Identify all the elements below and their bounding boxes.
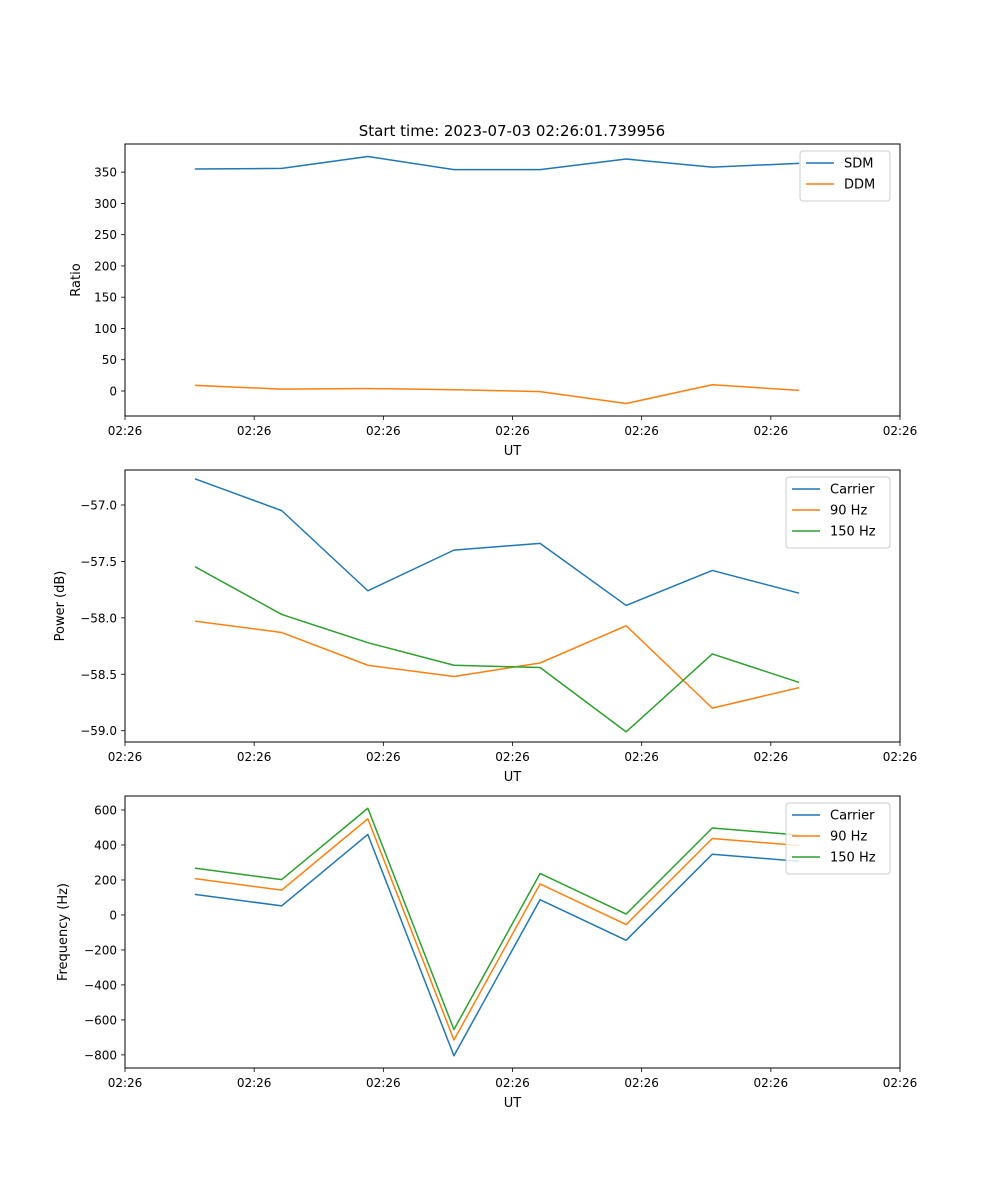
legend: Carrier 90 Hz 150 Hz xyxy=(785,476,891,549)
y-tick-label: 0 xyxy=(109,908,117,922)
x-tick-label: 02:26 xyxy=(883,750,918,764)
y-tick-label: 100 xyxy=(94,322,117,336)
series-line-sdm xyxy=(194,155,800,171)
y-tick-label: 250 xyxy=(94,228,117,242)
y-tick-label: −600 xyxy=(84,1013,117,1027)
x-tick-label: 02:26 xyxy=(754,424,789,438)
y-axis-label: Frequency (Hz) xyxy=(56,883,71,981)
y-tick-label: −58.0 xyxy=(80,611,117,625)
y-tick-label: 600 xyxy=(94,803,117,817)
x-axis-label: UT xyxy=(504,770,522,785)
y-tick-label: 200 xyxy=(94,873,117,887)
x-tick-label: 02:26 xyxy=(237,424,272,438)
x-tick-label: 02:26 xyxy=(366,424,401,438)
y-tick-label: 200 xyxy=(94,259,117,273)
y-tick-label: 50 xyxy=(102,353,117,367)
y-tick-label: −57.5 xyxy=(80,555,117,569)
x-tick-label: 02:26 xyxy=(237,1076,272,1090)
y-tick-label: 350 xyxy=(94,166,117,180)
y-tick-label: 150 xyxy=(94,291,117,305)
legend: Carrier 90 Hz 150 Hz xyxy=(785,802,891,875)
x-tick-label: 02:26 xyxy=(624,1076,659,1090)
legend-label: Carrier xyxy=(830,809,875,824)
x-tick-label: 02:26 xyxy=(754,1076,789,1090)
legend-label: 150 Hz xyxy=(830,851,876,866)
legend-label: 90 Hz xyxy=(830,830,867,845)
x-tick-label: 02:26 xyxy=(108,1076,143,1090)
chart-panel-3: 02:26 02:26 02:26 02:26 02:26 02:26 02:26 −800 −… xyxy=(56,795,918,1111)
y-tick-label: −57.0 xyxy=(80,498,117,512)
series-line-ddm xyxy=(194,383,800,405)
y-tick-label: 300 xyxy=(94,197,117,211)
x-axis-label: UT xyxy=(504,444,522,459)
legend: SDM DDM xyxy=(799,150,891,202)
y-tick-label: 400 xyxy=(94,838,117,852)
x-tick-label: 02:26 xyxy=(495,424,530,438)
figure-title: Start time: 2023-07-03 02:26:01.739956 xyxy=(359,122,665,140)
panels: 02:26 02:26 02:26 02:26 02:26 02:26 02:26 0 50 10… xyxy=(53,143,918,1111)
x-tick-label: 02:26 xyxy=(495,1076,530,1090)
legend-label: DDM xyxy=(844,178,875,193)
y-tick-label: −200 xyxy=(84,943,117,957)
x-tick-label: 02:26 xyxy=(883,424,918,438)
series-line-90-hz xyxy=(194,817,800,1041)
chart-panel-1: 02:26 02:26 02:26 02:26 02:26 02:26 02:26 0 50 10… xyxy=(69,143,918,459)
x-tick-label: 02:26 xyxy=(237,750,272,764)
x-tick-label: 02:26 xyxy=(108,424,143,438)
x-tick-label: 02:26 xyxy=(366,1076,401,1090)
x-axis-label: UT xyxy=(504,1096,522,1111)
legend-label: 90 Hz xyxy=(830,504,867,519)
legend-label: 150 Hz xyxy=(830,525,876,540)
chart-panel-2: 02:26 02:26 02:26 02:26 02:26 02:26 02:26 −59.0… xyxy=(53,469,918,785)
series-line-carrier xyxy=(194,833,800,1057)
y-tick-label: −800 xyxy=(84,1048,117,1062)
x-tick-label: 02:26 xyxy=(495,750,530,764)
x-tick-label: 02:26 xyxy=(754,750,789,764)
legend-label: SDM xyxy=(844,157,873,172)
y-axis-label: Ratio xyxy=(69,263,84,296)
y-axis-label: Power (dB) xyxy=(53,571,68,642)
x-tick-label: 02:26 xyxy=(624,750,659,764)
legend-label: Carrier xyxy=(830,483,875,498)
x-tick-label: 02:26 xyxy=(108,750,143,764)
x-tick-label: 02:26 xyxy=(624,424,659,438)
series-line-90-hz xyxy=(194,620,800,709)
x-tick-label: 02:26 xyxy=(366,750,401,764)
series-line-carrier xyxy=(194,478,800,607)
y-tick-label: −58.5 xyxy=(80,668,117,682)
x-tick-label: 02:26 xyxy=(883,1076,918,1090)
y-tick-label: −59.0 xyxy=(80,724,117,738)
y-tick-label: −400 xyxy=(84,978,117,992)
series-line-150-hz xyxy=(194,807,800,1031)
y-tick-label: 0 xyxy=(109,384,117,398)
series-line-150-hz xyxy=(194,566,800,733)
